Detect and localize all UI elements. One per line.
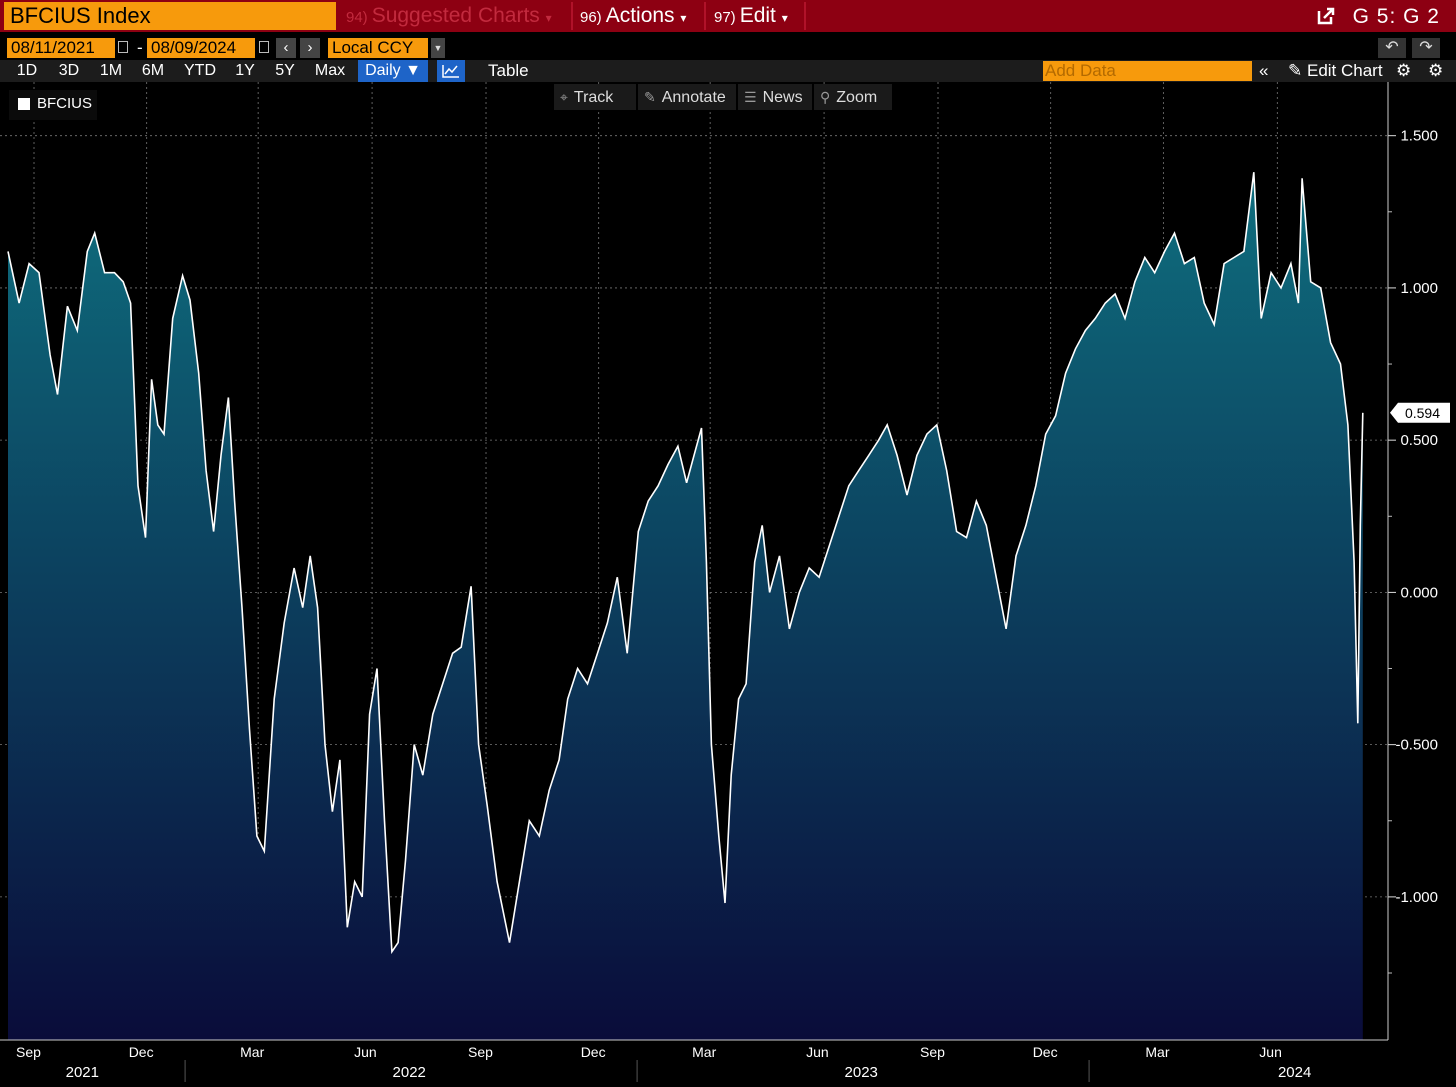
- period-3d[interactable]: 3D: [58, 62, 80, 79]
- y-tick-label: -1.000: [1395, 889, 1438, 906]
- security-ticker[interactable]: BFCIUS Index: [4, 2, 336, 30]
- suggested-charts-menu[interactable]: 94) Suggested Charts ▾: [340, 2, 570, 30]
- x-month-label: Mar: [692, 1044, 716, 1060]
- period-1y[interactable]: 1Y: [235, 62, 255, 79]
- date-separator: -: [137, 38, 143, 57]
- x-month-label: Mar: [1145, 1044, 1169, 1060]
- prev-period-button[interactable]: ‹: [276, 38, 296, 58]
- suggested-charts-arrow-icon: ▾: [545, 11, 552, 25]
- track-label: Track: [573, 89, 614, 106]
- chart-area[interactable]: 1.500 1.000 0.500 0.000 -0.500 -1.000 Sep Dec Ma…: [0, 82, 1456, 1087]
- x-month-label: Jun: [1259, 1044, 1282, 1060]
- gear-icon[interactable]: ⚙: [1428, 61, 1444, 80]
- legend[interactable]: BFCIUS: [9, 90, 97, 120]
- x-month-label: Jun: [806, 1044, 829, 1060]
- annotate-tool[interactable]: ✎ Annotate: [638, 84, 736, 110]
- menu-divider: [704, 2, 706, 30]
- x-year-label: 2023: [845, 1064, 878, 1081]
- y-tick-label: 1.000: [1400, 280, 1438, 297]
- period-ytd[interactable]: YTD: [184, 62, 216, 79]
- x-month-label: Sep: [16, 1044, 41, 1060]
- period-5y[interactable]: 5Y: [275, 62, 295, 79]
- table-button[interactable]: Table: [488, 61, 529, 80]
- line-chart-icon[interactable]: [437, 60, 465, 82]
- track-tool[interactable]: ⌖ Track: [554, 84, 636, 110]
- page-id-label: G 5: G 2: [1352, 5, 1440, 28]
- edit-chart-label: Edit Chart: [1306, 61, 1383, 80]
- y-tick-label: 1.500: [1400, 128, 1438, 145]
- x-year-label: 2024: [1278, 1064, 1311, 1081]
- x-month-label: Dec: [129, 1044, 154, 1060]
- y-tick-label: -0.500: [1395, 737, 1438, 754]
- page-id: G 5: G 2: [1316, 2, 1441, 30]
- zoom-tool[interactable]: ⚲ Zoom: [814, 84, 892, 110]
- series-area: [8, 172, 1363, 1040]
- y-tick-label: 0.000: [1400, 584, 1438, 601]
- x-month-label: Jun: [354, 1044, 377, 1060]
- undo-icon[interactable]: ↶: [1378, 38, 1406, 58]
- suggested-charts-number: 94): [346, 9, 368, 26]
- end-date-input[interactable]: 08/09/2024: [147, 38, 255, 58]
- x-month-label: Sep: [468, 1044, 493, 1060]
- annotate-icon: ✎: [644, 89, 656, 105]
- redo-icon[interactable]: ↷: [1412, 38, 1440, 58]
- x-month-label: Dec: [581, 1044, 606, 1060]
- suggested-charts-label: Suggested Charts: [371, 4, 540, 27]
- collapse-icon[interactable]: «: [1259, 61, 1269, 80]
- last-value-tag: [1390, 402, 1450, 423]
- period-toolbar: 1D 3D 1M 6M YTD 1Y 5Y Max Daily ▼ Table …: [0, 60, 1456, 82]
- period-1m[interactable]: 1M: [99, 62, 123, 79]
- actions-arrow-icon: ▾: [680, 11, 687, 25]
- x-year-label: 2021: [66, 1064, 99, 1081]
- actions-label: Actions: [605, 4, 675, 27]
- actions-number: 96): [580, 9, 602, 26]
- actions-menu[interactable]: 96) Actions ▾: [574, 2, 704, 30]
- x-month-label: Mar: [240, 1044, 264, 1060]
- legend-swatch: [18, 98, 30, 110]
- period-max[interactable]: Max: [314, 62, 346, 79]
- title-bar: BFCIUS Index 94) Suggested Charts ▾ 96) Ac…: [0, 0, 1456, 32]
- zoom-icon: ⚲: [820, 89, 831, 105]
- edit-menu[interactable]: 97) Edit ▾: [708, 2, 804, 30]
- edit-chart-button[interactable]: ✎ Edit Chart: [1288, 60, 1383, 82]
- edit-label: Edit: [739, 4, 776, 27]
- chart-settings-icon[interactable]: ⚙: [1396, 61, 1412, 80]
- series-line: [7, 172, 1364, 955]
- legend-label: BFCIUS: [37, 95, 93, 112]
- start-calendar-icon[interactable]: [118, 41, 128, 53]
- add-data-input[interactable]: Add Data: [1043, 61, 1252, 81]
- currency-dropdown-icon[interactable]: ▼: [431, 38, 445, 58]
- next-period-button[interactable]: ›: [300, 38, 320, 58]
- menu-divider: [804, 2, 806, 30]
- currency-select[interactable]: Local CCY: [328, 38, 428, 58]
- news-icon: ☰: [744, 89, 757, 105]
- crosshair-icon: ⌖: [560, 89, 568, 105]
- edit-arrow-icon: ▾: [781, 11, 788, 25]
- news-tool[interactable]: ☰ News: [738, 84, 812, 110]
- edit-number: 97): [714, 9, 736, 26]
- y-tick-label: 0.500: [1400, 432, 1438, 449]
- period-1d[interactable]: 1D: [16, 62, 38, 79]
- pencil-icon: ✎: [1288, 61, 1303, 80]
- date-toolbar: 08/11/2021 - 08/09/2024 ‹ › Local CCY ▼ …: [0, 36, 1456, 60]
- x-month-label: Sep: [920, 1044, 945, 1060]
- last-value-label: 0.594: [1405, 405, 1440, 421]
- menu-divider: [571, 2, 573, 30]
- x-year-label: 2022: [393, 1064, 426, 1081]
- external-link-icon[interactable]: [1316, 3, 1343, 28]
- frequency-select[interactable]: Daily ▼: [358, 60, 428, 82]
- end-calendar-icon[interactable]: [259, 41, 269, 53]
- annotate-label: Annotate: [661, 89, 726, 106]
- start-date-input[interactable]: 08/11/2021: [7, 38, 115, 58]
- news-label: News: [762, 89, 803, 106]
- x-month-label: Dec: [1033, 1044, 1058, 1060]
- period-6m[interactable]: 6M: [141, 62, 165, 79]
- zoom-label: Zoom: [836, 89, 878, 106]
